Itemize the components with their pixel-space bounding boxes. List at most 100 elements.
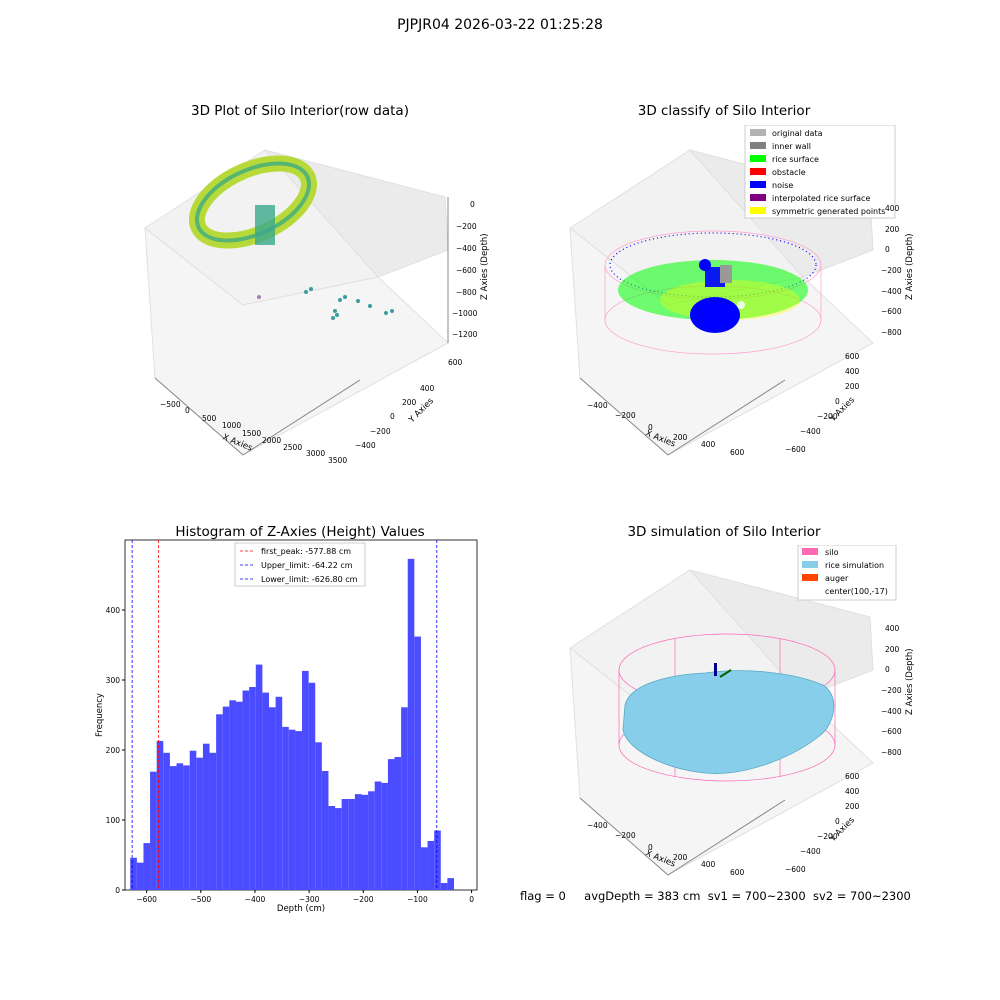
z-tick: −600	[456, 266, 477, 275]
histogram-bar	[414, 636, 421, 890]
z-tick: −400	[456, 244, 477, 253]
legend-label: interpolated rice surface	[772, 194, 870, 203]
x-tick: 500	[202, 414, 217, 423]
histogram-bar	[407, 558, 415, 890]
legend-swatch	[802, 561, 818, 568]
x-tick: −200	[615, 831, 636, 840]
legend-label: auger	[825, 574, 849, 583]
classify-z-ticks: 400 200 0 −200 −400 −600 −800	[881, 204, 902, 337]
histogram-bar	[308, 682, 316, 890]
simulation-plot-title: 3D simulation of Silo Interior	[627, 524, 821, 540]
figure-title: PJPJR04 2026-03-22 01:25:28	[397, 17, 603, 33]
histogram-bar	[354, 794, 362, 890]
histogram-bar	[262, 692, 269, 890]
histogram-bar	[235, 701, 243, 890]
y-tick: −400	[800, 427, 821, 436]
legend-label: silo	[825, 548, 839, 557]
y-axis-label: Frequency	[95, 693, 105, 737]
histogram-bar	[328, 806, 336, 890]
legend-label: Upper_limit: -64.22 cm	[261, 561, 353, 570]
raw-y-ticks: 600 400 200 0 −200 −400	[355, 358, 463, 450]
histogram-bar	[268, 707, 276, 890]
sim-legend-items: silo rice simulation auger center(100,-1…	[802, 548, 888, 596]
y-tick: 600	[845, 772, 860, 781]
classify-y-ticks: 600 400 200 0 −200 −400 −600	[785, 352, 860, 454]
legend-label: noise	[772, 181, 793, 190]
x-tick-label: 0	[469, 895, 474, 904]
legend-label: original data	[772, 129, 823, 138]
legend-label: first_peak: -577.88 cm	[261, 547, 351, 556]
z-tick: 400	[885, 204, 900, 213]
raw-z-ticks: 0 −200 −400 −600 −800 −1000 −1200	[452, 200, 478, 339]
raw-3d-plot: −500 0 500 1000 1500 2000 2500 3000 3500…	[144, 149, 490, 465]
legend-swatch	[750, 155, 766, 162]
x-tick: 1500	[242, 429, 261, 438]
histogram-bar	[434, 830, 441, 890]
x-tick: −200	[615, 411, 636, 420]
legend-swatch	[750, 129, 766, 136]
y-tick: −400	[800, 847, 821, 856]
x-tick: 3000	[306, 449, 325, 458]
avg-depth-text: avgDepth = 383 cm	[584, 889, 701, 903]
y-tick: −400	[355, 441, 376, 450]
y-tick-label: 0	[115, 886, 120, 895]
y-tick: 400	[845, 367, 860, 376]
simulation-3d-plot: silo rice simulation auger center(100,-1…	[569, 545, 915, 877]
y-tick: −200	[817, 832, 838, 841]
raw-axes-box	[144, 149, 449, 456]
histogram-bar	[189, 750, 197, 890]
x-tick: −400	[587, 821, 608, 830]
x-tick-label: −600	[136, 895, 157, 904]
z-tick: 200	[885, 645, 900, 654]
legend-swatch	[750, 181, 766, 188]
raw-ring-points	[188, 155, 394, 320]
z-tick: −200	[881, 686, 902, 695]
histogram-bar	[150, 771, 157, 890]
z-tick: −200	[881, 266, 902, 275]
x-tick: 200	[673, 433, 688, 442]
z-tick: −1200	[452, 330, 478, 339]
x-tick: 3500	[328, 456, 347, 465]
x-tick: 200	[673, 853, 688, 862]
histogram-bar	[249, 687, 256, 890]
y-tick: −600	[785, 445, 806, 454]
histogram-bar	[136, 862, 144, 890]
raw-plot-title: 3D Plot of Silo Interior(row data)	[191, 103, 409, 119]
histogram-bar	[196, 757, 203, 890]
sim-x-ticks: −400 −200 0 200 400 600	[587, 821, 745, 877]
z-tick: −1000	[452, 309, 478, 318]
z-tick: −400	[881, 707, 902, 716]
y-tick-label: 300	[106, 676, 121, 685]
x-tick: −500	[160, 400, 181, 409]
y-tick: −200	[370, 427, 391, 436]
histogram-bar	[394, 757, 402, 890]
histogram-bar	[401, 707, 408, 890]
legend-swatch	[802, 548, 818, 555]
raw-z-label: Z Axies (Depth)	[480, 233, 490, 300]
histogram-bar	[335, 808, 342, 890]
y-tick-label: 400	[106, 606, 121, 615]
y-tick: 0	[390, 412, 395, 421]
y-ticks: 0 100 200 300 400	[106, 606, 125, 895]
y-tick-label: 100	[106, 816, 121, 825]
y-tick: −200	[817, 412, 838, 421]
histogram-bar	[222, 706, 230, 890]
x-tick-label: −300	[299, 895, 320, 904]
histogram-chart: −600 −500 −400 −300 −200 −100 0 0100200300400 …	[95, 539, 478, 914]
classify-legend	[744, 125, 896, 219]
x-tick: 0	[648, 843, 653, 852]
histogram-bar	[163, 752, 170, 890]
y-tick: 400	[845, 787, 860, 796]
x-tick-label: −500	[191, 895, 212, 904]
x-tick: 400	[701, 860, 716, 869]
classify-legend-items: original data inner wall rice surface ob…	[750, 129, 885, 216]
classify-x-ticks: −400 −200 0 200 400 600	[587, 401, 745, 457]
status-footer: flag = 0 avgDepth = 383 cm sv1 = 700~230…	[520, 889, 911, 903]
histogram-bar	[348, 799, 355, 890]
y-tick: 600	[845, 352, 860, 361]
x-tick-label: −400	[245, 895, 266, 904]
sv1-text: sv1 = 700~2300	[707, 889, 806, 903]
classify-z-label: Z Axies (Depth)	[905, 233, 915, 300]
histogram-bar	[183, 765, 190, 890]
raw-x-ticks: −500 0 500 1000 1500 2000 2500 3000 3500	[160, 400, 347, 465]
